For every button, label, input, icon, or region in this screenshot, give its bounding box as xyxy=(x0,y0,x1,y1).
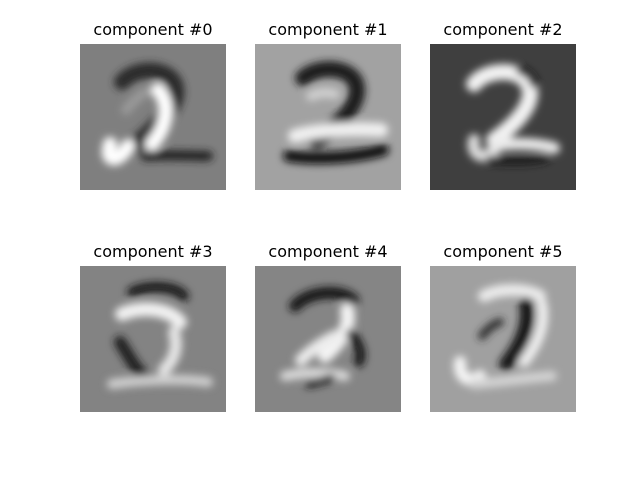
component-5-image xyxy=(430,266,576,412)
component-0-image xyxy=(80,44,226,190)
panel-title: component #2 xyxy=(443,20,563,39)
panel-title: component #5 xyxy=(443,242,563,261)
panel-title: component #4 xyxy=(268,242,388,261)
component-4-image xyxy=(255,266,401,412)
panel-title: component #0 xyxy=(93,20,213,39)
component-2-image xyxy=(430,44,576,190)
panel-title: component #1 xyxy=(268,20,388,39)
component-3-image xyxy=(80,266,226,412)
component-1-image xyxy=(255,44,401,190)
panel-title: component #3 xyxy=(93,242,213,261)
